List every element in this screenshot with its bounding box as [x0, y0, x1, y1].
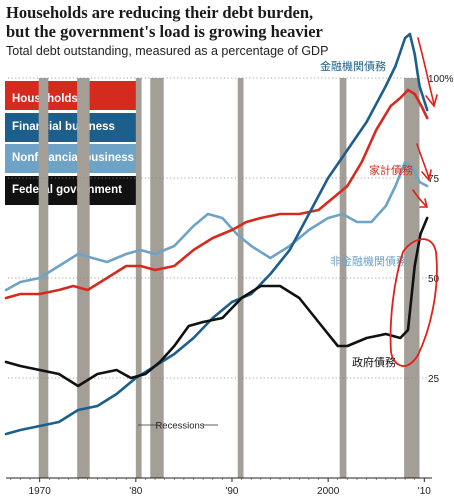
series-line-nonfinancial-business	[4, 160, 429, 292]
y-tick-label: 75	[428, 174, 440, 185]
series-annotation: 金融機関債務	[320, 59, 386, 73]
series-annotation: 政府債務	[352, 355, 396, 369]
red-arrow-annotation	[416, 143, 432, 182]
series-line-financial-business	[4, 32, 429, 436]
legend-item-households: Households*	[5, 81, 136, 110]
red-arrow-annotation	[417, 37, 438, 108]
chart-subtitle: Total debt outstanding, measured as a pe…	[6, 44, 329, 58]
series-line-federal-government	[4, 216, 429, 388]
x-tick-label: 2000	[317, 486, 340, 497]
chart-title: Households are reducing their debt burde…	[6, 3, 323, 41]
y-tick-label: 25	[428, 374, 440, 385]
recession-band-0	[38, 78, 49, 478]
red-circle-annotation	[389, 238, 438, 367]
x-tick-label: '10	[418, 486, 431, 497]
x-tick-label: '90	[225, 486, 238, 497]
series-annotation: 家計債務	[369, 163, 413, 177]
y-tick-label: 50	[428, 274, 440, 285]
x-tick-label: 1970	[29, 486, 52, 497]
y-tick-label: 100%	[428, 74, 454, 85]
recession-band-4	[237, 78, 244, 478]
series-line-households	[4, 88, 429, 300]
series-annotation: 非金融機関債務	[330, 254, 407, 268]
x-tick-label: '80	[129, 486, 142, 497]
red-arrow-annotation	[412, 189, 429, 208]
recessions-label: Recessions	[155, 421, 204, 432]
